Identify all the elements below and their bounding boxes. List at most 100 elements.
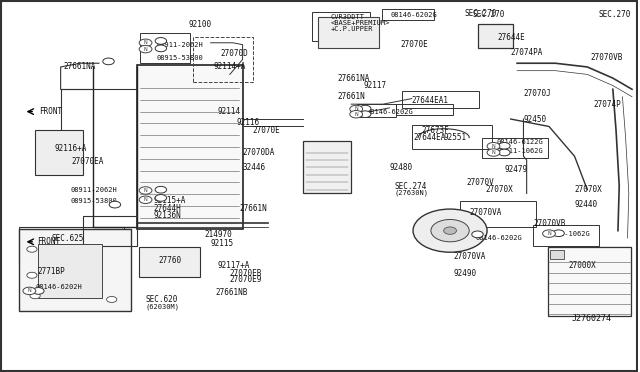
Bar xyxy=(396,104,453,115)
Text: 92117+A: 92117+A xyxy=(217,262,250,270)
Text: 27070EA: 27070EA xyxy=(72,157,104,166)
Text: 27070VB: 27070VB xyxy=(591,53,623,62)
Bar xyxy=(35,130,83,175)
Text: 92450: 92450 xyxy=(524,115,547,124)
Text: 27070J: 27070J xyxy=(524,89,551,97)
Text: 214970: 214970 xyxy=(204,230,232,239)
Circle shape xyxy=(155,38,166,44)
Text: 92480: 92480 xyxy=(389,163,413,172)
Text: (27630N): (27630N) xyxy=(394,189,429,196)
Bar xyxy=(550,250,564,259)
Text: 92551: 92551 xyxy=(444,133,467,142)
Text: 27644E: 27644E xyxy=(498,33,525,42)
Circle shape xyxy=(139,45,152,53)
Text: 27661N: 27661N xyxy=(337,92,365,101)
Text: 27070X: 27070X xyxy=(485,185,513,194)
Bar xyxy=(477,24,513,48)
Text: +C.P.UPPER: +C.P.UPPER xyxy=(331,26,373,32)
Bar xyxy=(358,104,396,117)
Text: 27760: 27760 xyxy=(158,256,182,265)
Circle shape xyxy=(553,230,564,237)
Text: N: N xyxy=(143,40,147,45)
Text: 32446: 32446 xyxy=(243,163,266,172)
Circle shape xyxy=(107,296,117,302)
Text: N: N xyxy=(143,197,147,202)
Text: 92114+A: 92114+A xyxy=(214,62,246,71)
Circle shape xyxy=(360,111,371,118)
Text: 27644H: 27644H xyxy=(153,204,181,213)
Text: N: N xyxy=(28,288,31,294)
Bar xyxy=(38,244,102,298)
Text: 27661N: 27661N xyxy=(239,204,267,213)
Text: FRONT: FRONT xyxy=(40,107,63,116)
Text: 27070DA: 27070DA xyxy=(243,148,275,157)
Text: SEC.270: SEC.270 xyxy=(465,9,497,18)
Text: 27644EA: 27644EA xyxy=(413,133,446,142)
Bar xyxy=(402,91,479,108)
Circle shape xyxy=(350,110,363,118)
Circle shape xyxy=(30,293,40,299)
Text: SEC.620: SEC.620 xyxy=(145,295,178,304)
Circle shape xyxy=(27,272,37,278)
Text: (62030M): (62030M) xyxy=(145,304,180,310)
Text: 27070X: 27070X xyxy=(575,185,602,194)
Text: 08915-53800: 08915-53800 xyxy=(156,55,203,61)
Bar xyxy=(312,12,371,41)
Text: 92136N: 92136N xyxy=(153,211,181,220)
Circle shape xyxy=(431,219,469,242)
Text: 27070E: 27070E xyxy=(401,40,429,49)
Circle shape xyxy=(543,230,556,237)
Circle shape xyxy=(23,287,36,295)
Text: 27070E: 27070E xyxy=(252,126,280,135)
Text: 27673F: 27673F xyxy=(421,126,449,135)
Text: 92117: 92117 xyxy=(364,81,387,90)
Text: 27000X: 27000X xyxy=(568,262,596,270)
Circle shape xyxy=(139,39,152,46)
Circle shape xyxy=(499,149,510,156)
Text: 92100: 92100 xyxy=(188,20,211,29)
Text: N: N xyxy=(547,231,551,236)
Text: 92479: 92479 xyxy=(504,165,527,174)
Bar xyxy=(140,33,190,63)
Bar xyxy=(19,227,125,264)
Text: 92490: 92490 xyxy=(453,269,476,278)
Text: 08911-2062H: 08911-2062H xyxy=(156,42,203,48)
Text: 27070VA: 27070VA xyxy=(469,208,502,217)
Text: 08146-6202G: 08146-6202G xyxy=(390,12,437,18)
Text: N: N xyxy=(492,150,495,155)
Text: 2771BP: 2771BP xyxy=(37,267,65,276)
Text: 27644EA1: 27644EA1 xyxy=(411,96,448,105)
Text: 27070E9: 27070E9 xyxy=(230,275,262,284)
Text: 08146-6202H: 08146-6202H xyxy=(35,284,82,290)
Bar xyxy=(137,65,243,229)
Bar xyxy=(381,9,434,20)
Text: 92116+A: 92116+A xyxy=(54,144,86,153)
Text: FRONT: FRONT xyxy=(37,237,60,246)
Circle shape xyxy=(360,105,371,112)
Circle shape xyxy=(155,186,166,193)
Circle shape xyxy=(155,45,166,52)
Bar xyxy=(460,201,536,227)
Circle shape xyxy=(499,142,510,149)
Circle shape xyxy=(27,246,37,252)
Text: 08911-1062G: 08911-1062G xyxy=(544,231,591,237)
Bar xyxy=(482,138,548,158)
Bar xyxy=(19,229,131,311)
Text: N: N xyxy=(355,106,358,112)
Circle shape xyxy=(139,196,152,203)
Bar xyxy=(548,247,630,316)
Circle shape xyxy=(413,209,487,252)
Text: 08146-6202G: 08146-6202G xyxy=(367,109,413,115)
Text: 08911-1062G: 08911-1062G xyxy=(497,148,543,154)
Text: <BASE+PREMIUM>: <BASE+PREMIUM> xyxy=(331,20,390,26)
Bar xyxy=(548,247,630,290)
Circle shape xyxy=(350,105,363,113)
Text: 27661NA: 27661NA xyxy=(337,74,369,83)
Text: 27070VB: 27070VB xyxy=(533,219,565,228)
Text: 27070V: 27070V xyxy=(466,178,494,187)
Circle shape xyxy=(155,195,166,201)
Text: 27074P: 27074P xyxy=(594,100,621,109)
Circle shape xyxy=(487,142,500,150)
Text: 92115: 92115 xyxy=(211,239,234,248)
Text: 08146-6202G: 08146-6202G xyxy=(476,235,522,241)
